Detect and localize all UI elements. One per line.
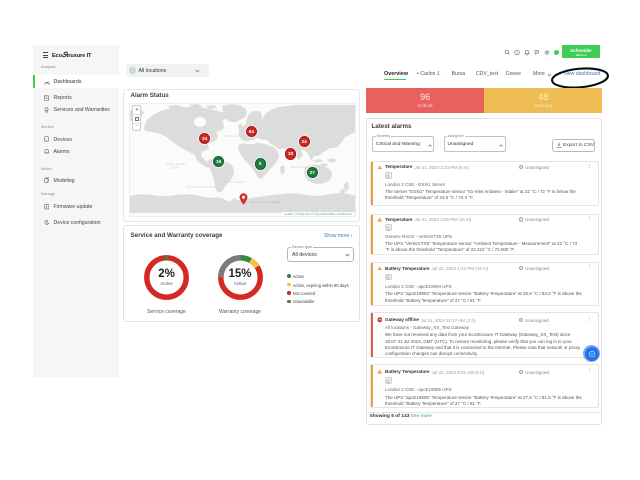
svg-text:NORTH PACIFIC: NORTH PACIFIC <box>166 162 186 166</box>
svg-text:INDIAN OCEAN: INDIAN OCEAN <box>290 165 309 169</box>
svg-text:SOUTH PACIFIC OCEAN: SOUTH PACIFIC OCEAN <box>186 185 216 189</box>
svg-text:?: ? <box>516 50 518 54</box>
svg-text:SOUTH ATLANTIC: SOUTH ATLANTIC <box>224 180 246 184</box>
svg-text:NORTH ATLANTIC: NORTH ATLANTIC <box>224 134 246 138</box>
svg-text:OCEAN: OCEAN <box>170 166 179 170</box>
svg-text:Amundsen-Scott Station: Amundsen-Scott Station <box>250 200 281 204</box>
